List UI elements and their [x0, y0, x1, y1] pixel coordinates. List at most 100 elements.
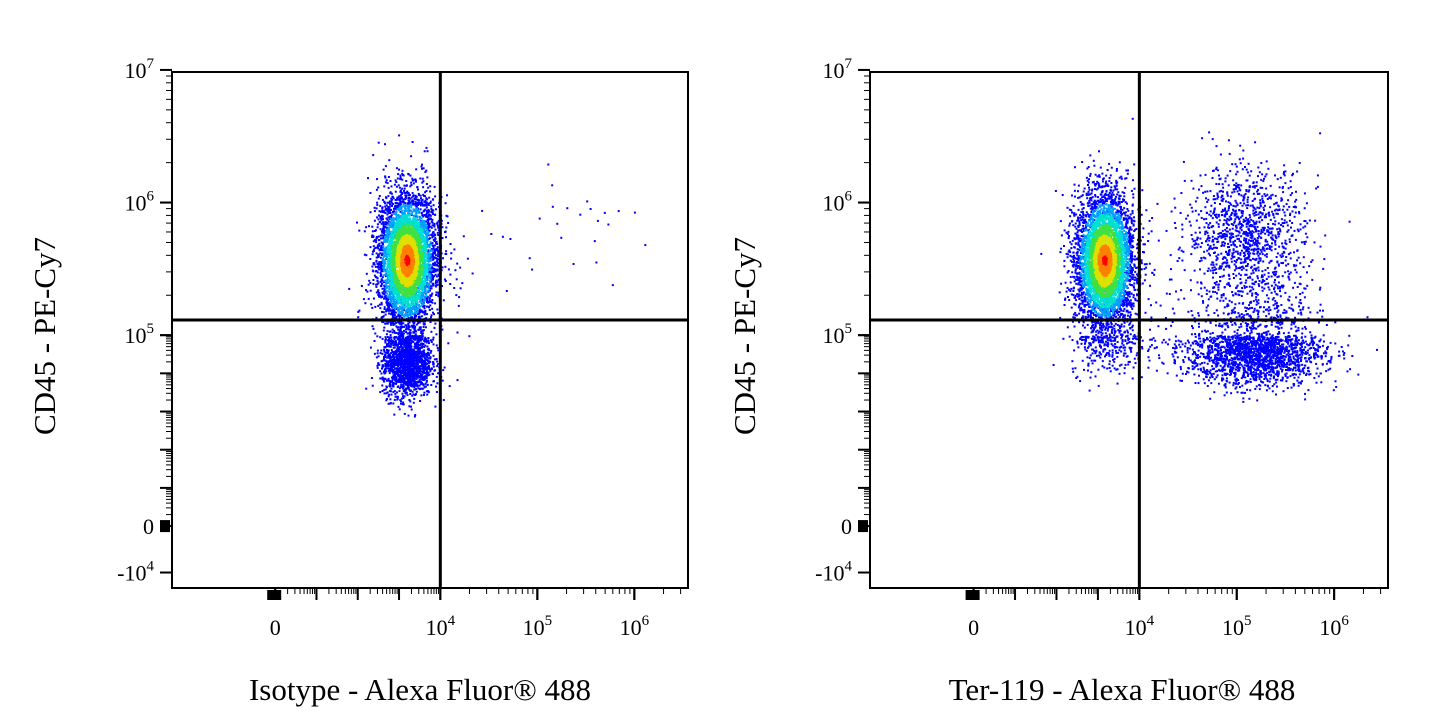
panel-isotype-event-dot	[393, 376, 396, 378]
panel-isotype-event-dot	[414, 333, 417, 336]
panel-isotype-event-dot	[384, 351, 387, 354]
panel-isotype-event-dot	[388, 159, 391, 162]
panel-isotype-event-dot	[410, 155, 413, 158]
panel-isotype-event-dot	[392, 391, 395, 393]
panel-isotype-event-dot	[459, 287, 462, 290]
panel-isotype-event-dot	[387, 264, 390, 267]
panel-isotype-event-dot	[383, 346, 386, 349]
panel-isotype-event-dot	[412, 194, 415, 197]
panel-isotype-event-dot	[413, 397, 416, 400]
panel-isotype-event-dot	[389, 359, 392, 362]
panel-isotype-event-dot	[415, 378, 418, 380]
panel-isotype-event-dot	[416, 373, 419, 376]
panel-isotype-event-dot	[394, 362, 397, 365]
panel-isotype-event-dot	[427, 208, 430, 211]
panel-isotype-event-dot	[419, 383, 422, 386]
panel-isotype-event-dot	[403, 372, 406, 375]
panel-isotype-event-dot	[444, 231, 446, 234]
panel-isotype-event-dot	[403, 341, 406, 343]
panel-isotype-event-dot	[388, 308, 391, 311]
panel-isotype-event-dot	[428, 217, 431, 220]
panel-isotype-event-dot	[432, 204, 435, 207]
panel-isotype-event-dot	[386, 398, 388, 400]
panel-isotype-event-dot	[430, 248, 433, 251]
panel-isotype-event-dot	[412, 312, 415, 315]
panel-isotype-event-dot	[376, 280, 379, 283]
panel-isotype-event-dot	[379, 267, 382, 270]
panel-isotype-event-dot	[431, 267, 434, 270]
panel-isotype-event-dot	[603, 211, 606, 214]
panel-isotype-event-dot	[400, 322, 403, 325]
panel-isotype-event-dot	[387, 320, 390, 323]
panel-isotype-event-dot	[380, 270, 383, 273]
panel-isotype-event-dot	[414, 194, 417, 197]
panel-isotype-event-dot	[427, 390, 430, 393]
panel-isotype-event-dot	[419, 373, 422, 375]
panel-isotype-event-dot	[426, 367, 428, 370]
panel-isotype-event-dot	[381, 282, 384, 285]
panel-isotype-event-dot	[381, 276, 384, 279]
panel-isotype-event-dot	[611, 284, 614, 287]
panel-isotype-event-dot	[399, 203, 402, 206]
panel-isotype-event-dot	[410, 348, 413, 351]
panel-isotype-event-dot	[398, 379, 401, 381]
panel-isotype-event-dot	[421, 163, 423, 166]
panel-isotype-event-dot	[407, 414, 410, 417]
panel-isotype-event-dot	[420, 221, 423, 224]
panel-isotype-event-dot	[393, 183, 396, 186]
panel-isotype-event-dot	[393, 331, 396, 334]
panel-isotype-event-dot	[407, 310, 410, 313]
panel-isotype-event-dot	[431, 211, 434, 214]
panel-isotype-event-dot	[377, 262, 380, 265]
panel-isotype-event-dot	[429, 225, 432, 228]
panel-isotype-event-dot	[428, 309, 431, 311]
panel-isotype-event-dot	[428, 210, 431, 213]
panel-isotype-event-dot	[389, 330, 392, 333]
panel-isotype-event-dot	[379, 234, 382, 237]
panel-isotype-event-dot	[481, 209, 484, 212]
panel-isotype-event-dot	[369, 289, 372, 292]
panel-isotype-event-dot	[408, 218, 411, 221]
panel-isotype-event-dot	[382, 255, 385, 258]
panel-isotype-event-dot	[437, 295, 440, 298]
panel-isotype-event-dot	[419, 177, 422, 180]
panel-isotype-event-dot	[418, 336, 420, 339]
panel-isotype-event-dot	[395, 371, 398, 374]
panel-isotype-event-dot	[382, 260, 385, 263]
panel-isotype-event-dot	[377, 197, 380, 200]
panel-isotype-event-dot	[423, 346, 426, 348]
panel-isotype-event-dot	[429, 241, 432, 244]
panel-isotype-event-dot	[415, 365, 417, 368]
panel-isotype-event-dot	[426, 393, 429, 396]
panel-isotype-event-dot	[392, 306, 395, 309]
panel-isotype-event-dot	[427, 211, 430, 214]
panel-isotype-event-dot	[401, 371, 404, 374]
panel-isotype-event-dot	[391, 328, 394, 331]
panel-isotype-event-dot	[387, 305, 390, 308]
panel-isotype-event-dot	[421, 177, 424, 180]
panel-isotype-event-dot	[386, 367, 389, 370]
panel-isotype-event-dot	[417, 322, 419, 325]
panel-isotype-event-dot	[419, 218, 421, 221]
panel-isotype-event-dot	[415, 179, 417, 182]
panel-isotype-event-dot	[386, 304, 389, 306]
panel-isotype-event-dot	[374, 265, 377, 268]
panel-isotype-event-dot	[379, 228, 382, 231]
panel-isotype-event-dot	[430, 242, 433, 245]
panel-isotype-event-dot	[403, 309, 406, 311]
panel-isotype-event-dot	[418, 308, 421, 311]
panel-isotype-event-dot	[415, 387, 418, 390]
panel-isotype-event-dot	[430, 339, 432, 342]
panel-isotype-event-dot	[401, 316, 403, 319]
panel-isotype-event-dot	[434, 322, 437, 325]
panel-isotype-event-dot	[377, 247, 380, 250]
panel-isotype-event-dot	[418, 310, 421, 313]
panel-isotype-event-dot	[384, 313, 387, 316]
panel-isotype-event-dot	[392, 382, 395, 384]
panel-isotype-event-dot	[383, 281, 385, 283]
panel-isotype-event-dot	[417, 202, 420, 205]
panel-isotype-event-dot	[424, 225, 427, 228]
panel-isotype-event-dot	[420, 237, 423, 240]
panel-isotype-event-dot	[418, 226, 421, 228]
panel-isotype-event-dot	[419, 221, 422, 223]
